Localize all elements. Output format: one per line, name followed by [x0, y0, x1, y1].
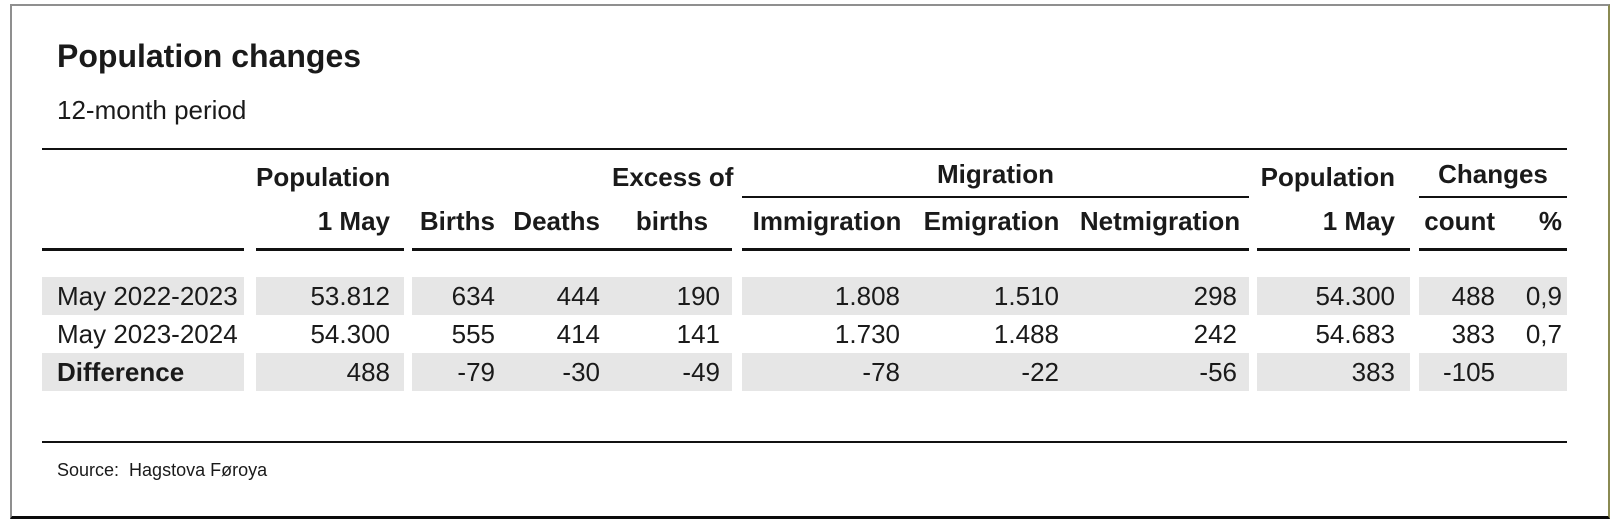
cell-change-pct: 0,7: [1525, 319, 1562, 349]
page-title: Population changes: [57, 38, 362, 74]
population-changes-table: Population 1 May Births Deaths Excess of…: [42, 148, 1567, 481]
cell-population-end: 383: [1257, 353, 1410, 391]
page-subtitle: 12-month period: [57, 95, 247, 125]
cell-change-pct: 0,9: [1503, 277, 1567, 315]
source-line: Source: Hagstova Føroya: [42, 459, 1567, 481]
cell-deaths: -30: [507, 353, 612, 391]
table-row-difference: Difference 488 -79 -30 -49 -78 -22 -56 3…: [42, 353, 1567, 391]
table-header: Population 1 May Births Deaths Excess of…: [42, 148, 1567, 251]
header-emigration: Emigration: [912, 198, 1071, 251]
cell-population-start: 53.812: [256, 277, 404, 315]
source-label: Source:: [57, 460, 120, 480]
header-percent: %: [1503, 198, 1567, 251]
cell-change-pct: [1503, 353, 1567, 391]
group-header-migration: Migration: [742, 150, 1249, 198]
header-excess-of-births: Excess of births: [612, 150, 733, 251]
cell-netmigration: 242: [1193, 319, 1237, 349]
row-label: Difference: [42, 353, 244, 391]
cell-immigration: 1.808: [742, 277, 912, 315]
bottom-rule: [42, 441, 1567, 443]
header-population-1may: Population 1 May: [256, 150, 404, 251]
header-netmigration: Netmigration: [1071, 198, 1249, 251]
cell-births: 634: [412, 277, 507, 315]
header-population-1may-end: Population 1 May: [1257, 150, 1410, 251]
header-births: Births: [412, 150, 507, 251]
cell-immigration: -78: [742, 353, 912, 391]
cell-change-count: 488: [1419, 277, 1503, 315]
cell-population-end: 54.683: [1315, 319, 1395, 349]
header-count: count: [1419, 198, 1503, 251]
source-value: Hagstova Føroya: [129, 460, 268, 480]
cell-population-end: 54.300: [1257, 277, 1410, 315]
header-rowlabel-spacer: [42, 150, 244, 251]
cell-population-start: 54.300: [310, 319, 390, 349]
header-body-spacer: [42, 251, 1567, 277]
cell-excess: -49: [612, 353, 732, 391]
cell-population-start: 488: [256, 353, 404, 391]
group-header-changes: Changes: [1419, 150, 1567, 198]
cell-immigration: 1.730: [834, 319, 900, 349]
header-immigration: Immigration: [742, 198, 912, 251]
cell-emigration: 1.488: [993, 319, 1059, 349]
table-card: Population changes 12-month period Popul…: [10, 4, 1610, 519]
table-row: May 2023-2024 54.300 555 414 141 1.730 1…: [42, 315, 1567, 353]
cell-emigration: -22: [912, 353, 1071, 391]
cell-netmigration: -56: [1071, 353, 1249, 391]
cell-excess: 190: [612, 277, 732, 315]
cell-excess: 141: [676, 319, 720, 349]
cell-change-count: 383: [1451, 319, 1495, 349]
cell-deaths: 444: [507, 277, 612, 315]
cell-change-count: -105: [1419, 353, 1503, 391]
body-footer-spacer: [42, 391, 1567, 441]
cell-emigration: 1.510: [912, 277, 1071, 315]
cell-births: -79: [412, 353, 507, 391]
table-row: May 2022-2023 53.812 634 444 190 1.808 1…: [42, 277, 1567, 315]
row-label: May 2022-2023: [42, 277, 244, 315]
cell-deaths: 414: [556, 319, 600, 349]
header-deaths: Deaths: [507, 150, 612, 251]
cell-births: 555: [451, 319, 495, 349]
row-label: May 2023-2024: [57, 319, 238, 349]
cell-netmigration: 298: [1071, 277, 1249, 315]
